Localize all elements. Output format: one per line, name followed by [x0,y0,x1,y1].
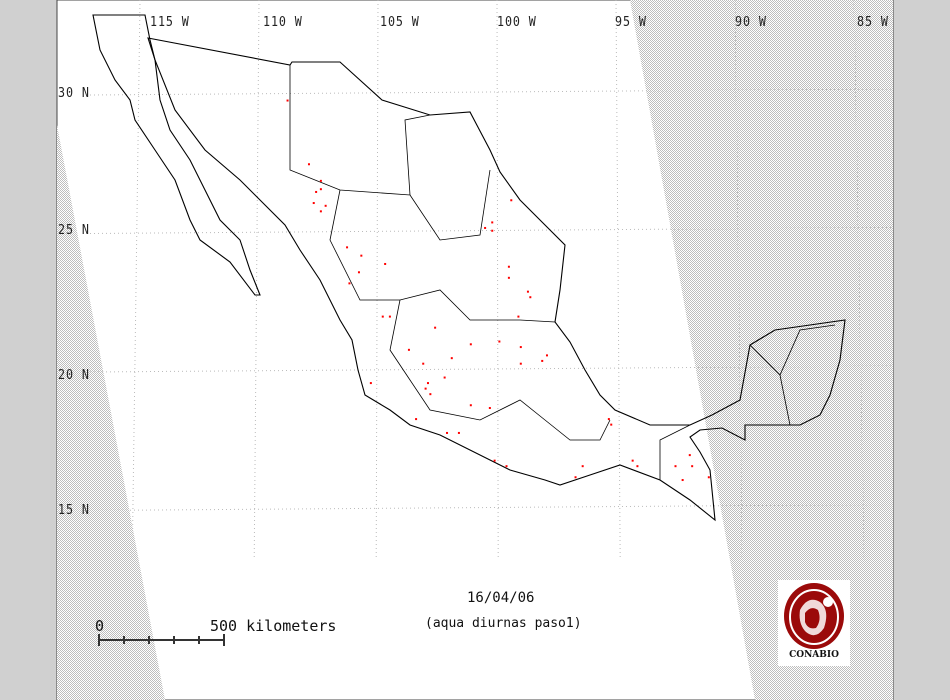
fire-hotspot [324,204,327,207]
longitude-label: 115 W [150,15,190,30]
fire-hotspot [493,459,496,462]
fire-hotspot [315,190,318,193]
no-coverage-area-east [630,0,893,700]
fire-hotspot [488,407,491,410]
fire-hotspot [519,362,522,365]
baja-california-outline [92,14,261,296]
meridian-line [496,0,499,561]
fire-hotspot [381,315,384,318]
meridian-line [853,0,865,561]
fire-hotspot [469,343,472,346]
fire-hotspot [498,340,501,343]
fire-hotspot [443,376,446,379]
latitude-label: 15 N [58,503,90,518]
longitude-label: 100 W [497,15,537,30]
state-borders [329,189,556,323]
longitude-label: 105 W [380,15,420,30]
fire-hotspot [357,271,360,274]
longitude-label: 90 W [735,15,767,30]
fire-hotspot [319,210,322,213]
fire-hotspot [541,359,544,362]
state-borders [289,65,431,196]
fire-hotspot [407,348,410,351]
fire-hotspot [491,229,494,232]
fire-hotspot [581,465,584,468]
state-borders [749,324,836,376]
fire-hotspot [607,418,610,421]
map-date: 16/04/06 [467,590,535,606]
meridian-line [253,0,260,561]
scale-bar-start: 0 [95,617,105,635]
meridian-line [734,0,743,561]
fire-hotspot [517,315,520,318]
fire-hotspot [631,459,634,462]
longitude-label: 85 W [857,15,889,30]
latitude-label: 25 N [58,223,90,238]
fire-hotspot [674,465,677,468]
fire-hotspot [457,431,460,434]
fire-hotspot [507,276,510,279]
fire-hotspot [360,254,363,257]
latitude-label: 30 N [58,86,90,101]
fire-hotspot [519,346,522,349]
fire-hotspot [574,476,577,479]
fire-hotspot [469,404,472,407]
fire-hotspot [529,296,532,299]
fire-hotspot [415,418,418,421]
state-borders [779,374,791,426]
state-borders [409,169,491,241]
fire-hotspot [312,202,315,205]
fire-hotspot [426,382,429,385]
fire-hotspot [484,226,487,229]
conabio-logo: CONABIO [778,580,850,666]
fire-hotspot [424,387,427,390]
fire-hotspot [434,326,437,329]
fire-hotspot [688,454,691,457]
fire-hotspot [384,262,387,265]
meridian-line [615,0,621,561]
fire-hotspot [346,246,349,249]
fire-hotspot [422,362,425,365]
fire-hotspot [545,354,548,357]
fire-hotspot [348,282,351,285]
fire-hotspot [388,315,391,318]
fire-hotspot [491,221,494,224]
fire-hotspot [510,199,513,202]
map-subtitle: (aqua diurnas paso1) [425,616,582,631]
fire-hotspot [446,431,449,434]
fire-hotspot [636,465,639,468]
fire-hotspot [307,163,310,166]
fire-hotspot [319,188,322,191]
graticule [89,0,894,561]
longitude-label: 110 W [263,15,303,30]
fire-hotspot [505,465,508,468]
fire-hotspot [707,476,710,479]
fire-hotspot [429,393,432,396]
meridian-line [131,0,141,561]
state-borders [659,424,691,480]
fire-hotspot [610,423,613,426]
fire-hotspot [286,99,289,102]
fire-hotspot [319,179,322,182]
scale-bar [98,634,225,646]
fire-hotspot [507,265,510,268]
fire-hotspot [526,290,529,293]
longitude-label: 95 W [615,15,647,30]
fire-hotspot [369,382,372,385]
hotspots [286,99,710,482]
fire-hotspot [691,465,694,468]
meridian-line [375,0,379,561]
latitude-label: 20 N [58,368,90,383]
mexico-mainland-outline [147,37,846,522]
state-borders [389,299,611,441]
scale-bar-end: 500 kilometers [210,617,337,635]
fire-hotspot [681,479,684,482]
no-coverage-area-west [57,125,165,700]
fire-hotspot [450,357,453,360]
conabio-emblem-icon [784,583,844,649]
